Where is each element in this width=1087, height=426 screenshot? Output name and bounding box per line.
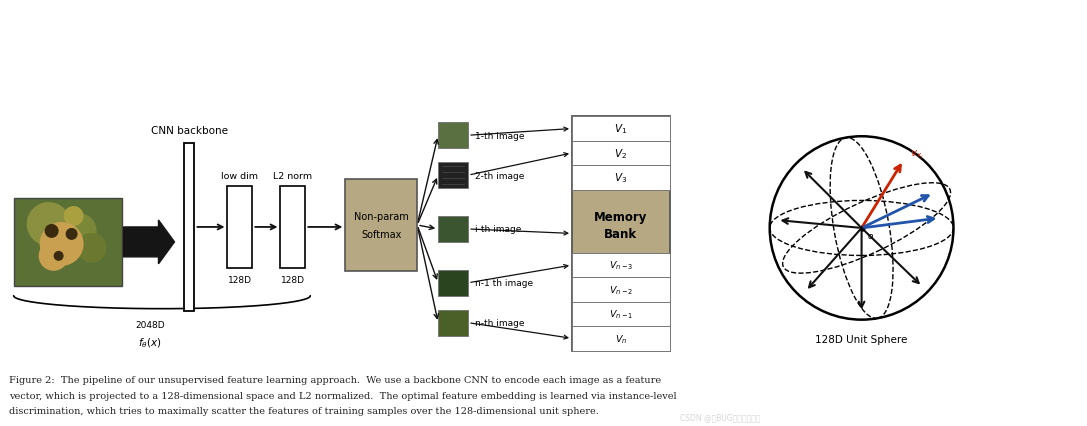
Circle shape (39, 222, 84, 266)
Bar (438, 163, 468, 189)
Text: $V_{n-3}$: $V_{n-3}$ (609, 259, 633, 272)
Circle shape (61, 213, 97, 249)
Bar (14, 199, 122, 286)
Bar (572, 302, 670, 326)
Bar (572, 166, 670, 190)
Text: CSDN @调BUG的卑微代码人: CSDN @调BUG的卑微代码人 (679, 412, 760, 421)
Text: low dim: low dim (222, 172, 259, 181)
Text: Bank: Bank (604, 227, 637, 240)
Text: Memory: Memory (595, 210, 648, 223)
Bar (572, 326, 670, 351)
Circle shape (53, 251, 64, 261)
Text: 1-th image: 1-th image (475, 132, 525, 141)
Bar (280, 187, 305, 268)
Text: CNN backbone: CNN backbone (151, 126, 228, 136)
Text: L2 norm: L2 norm (273, 172, 312, 181)
Text: Non-param: Non-param (354, 211, 409, 222)
Bar (438, 270, 468, 296)
Bar (227, 187, 252, 268)
Circle shape (45, 225, 59, 239)
Circle shape (76, 233, 107, 263)
Text: 128D Unit Sphere: 128D Unit Sphere (815, 334, 908, 344)
Bar (185, 144, 195, 311)
Text: $V_{n-2}$: $V_{n-2}$ (609, 284, 633, 296)
Circle shape (27, 202, 71, 246)
Bar (572, 141, 670, 166)
Bar (572, 253, 670, 278)
Text: vector, which is projected to a 128-dimensional space and L2 normalized.  The op: vector, which is projected to a 128-dime… (9, 391, 676, 400)
Bar (438, 123, 468, 149)
Text: discrimination, which tries to maximally scatter the features of training sample: discrimination, which tries to maximally… (9, 406, 599, 415)
Text: Figure 2:  The pipeline of our unsupervised feature learning approach.  We use a: Figure 2: The pipeline of our unsupervis… (9, 376, 661, 385)
Text: $V_{n-1}$: $V_{n-1}$ (609, 308, 633, 320)
Bar (572, 278, 670, 302)
Bar (438, 216, 468, 242)
Text: n-1 th image: n-1 th image (475, 279, 534, 288)
Text: $V_1$: $V_1$ (614, 122, 627, 136)
Bar (438, 310, 468, 336)
Text: 128D: 128D (280, 275, 304, 284)
Circle shape (64, 207, 84, 227)
Text: $V_2$: $V_2$ (614, 147, 627, 161)
Bar (346, 180, 417, 271)
Text: $V_3$: $V_3$ (614, 171, 627, 185)
Text: $f_\theta(x)$: $f_\theta(x)$ (138, 336, 162, 349)
Text: Softmax: Softmax (361, 229, 401, 239)
Bar (572, 117, 670, 351)
Text: 2-th image: 2-th image (475, 171, 524, 180)
Text: o: o (867, 231, 873, 240)
Text: n-th image: n-th image (475, 318, 525, 327)
Bar (572, 117, 670, 141)
Text: $V_n$: $V_n$ (615, 332, 627, 345)
Circle shape (65, 228, 77, 240)
Text: 128D: 128D (228, 275, 252, 284)
Text: 2048D: 2048D (135, 320, 165, 329)
Circle shape (39, 242, 68, 271)
Text: $v_{x_i}$: $v_{x_i}$ (910, 149, 923, 162)
FancyArrow shape (124, 221, 175, 264)
Text: i-th image: i-th image (475, 225, 522, 234)
